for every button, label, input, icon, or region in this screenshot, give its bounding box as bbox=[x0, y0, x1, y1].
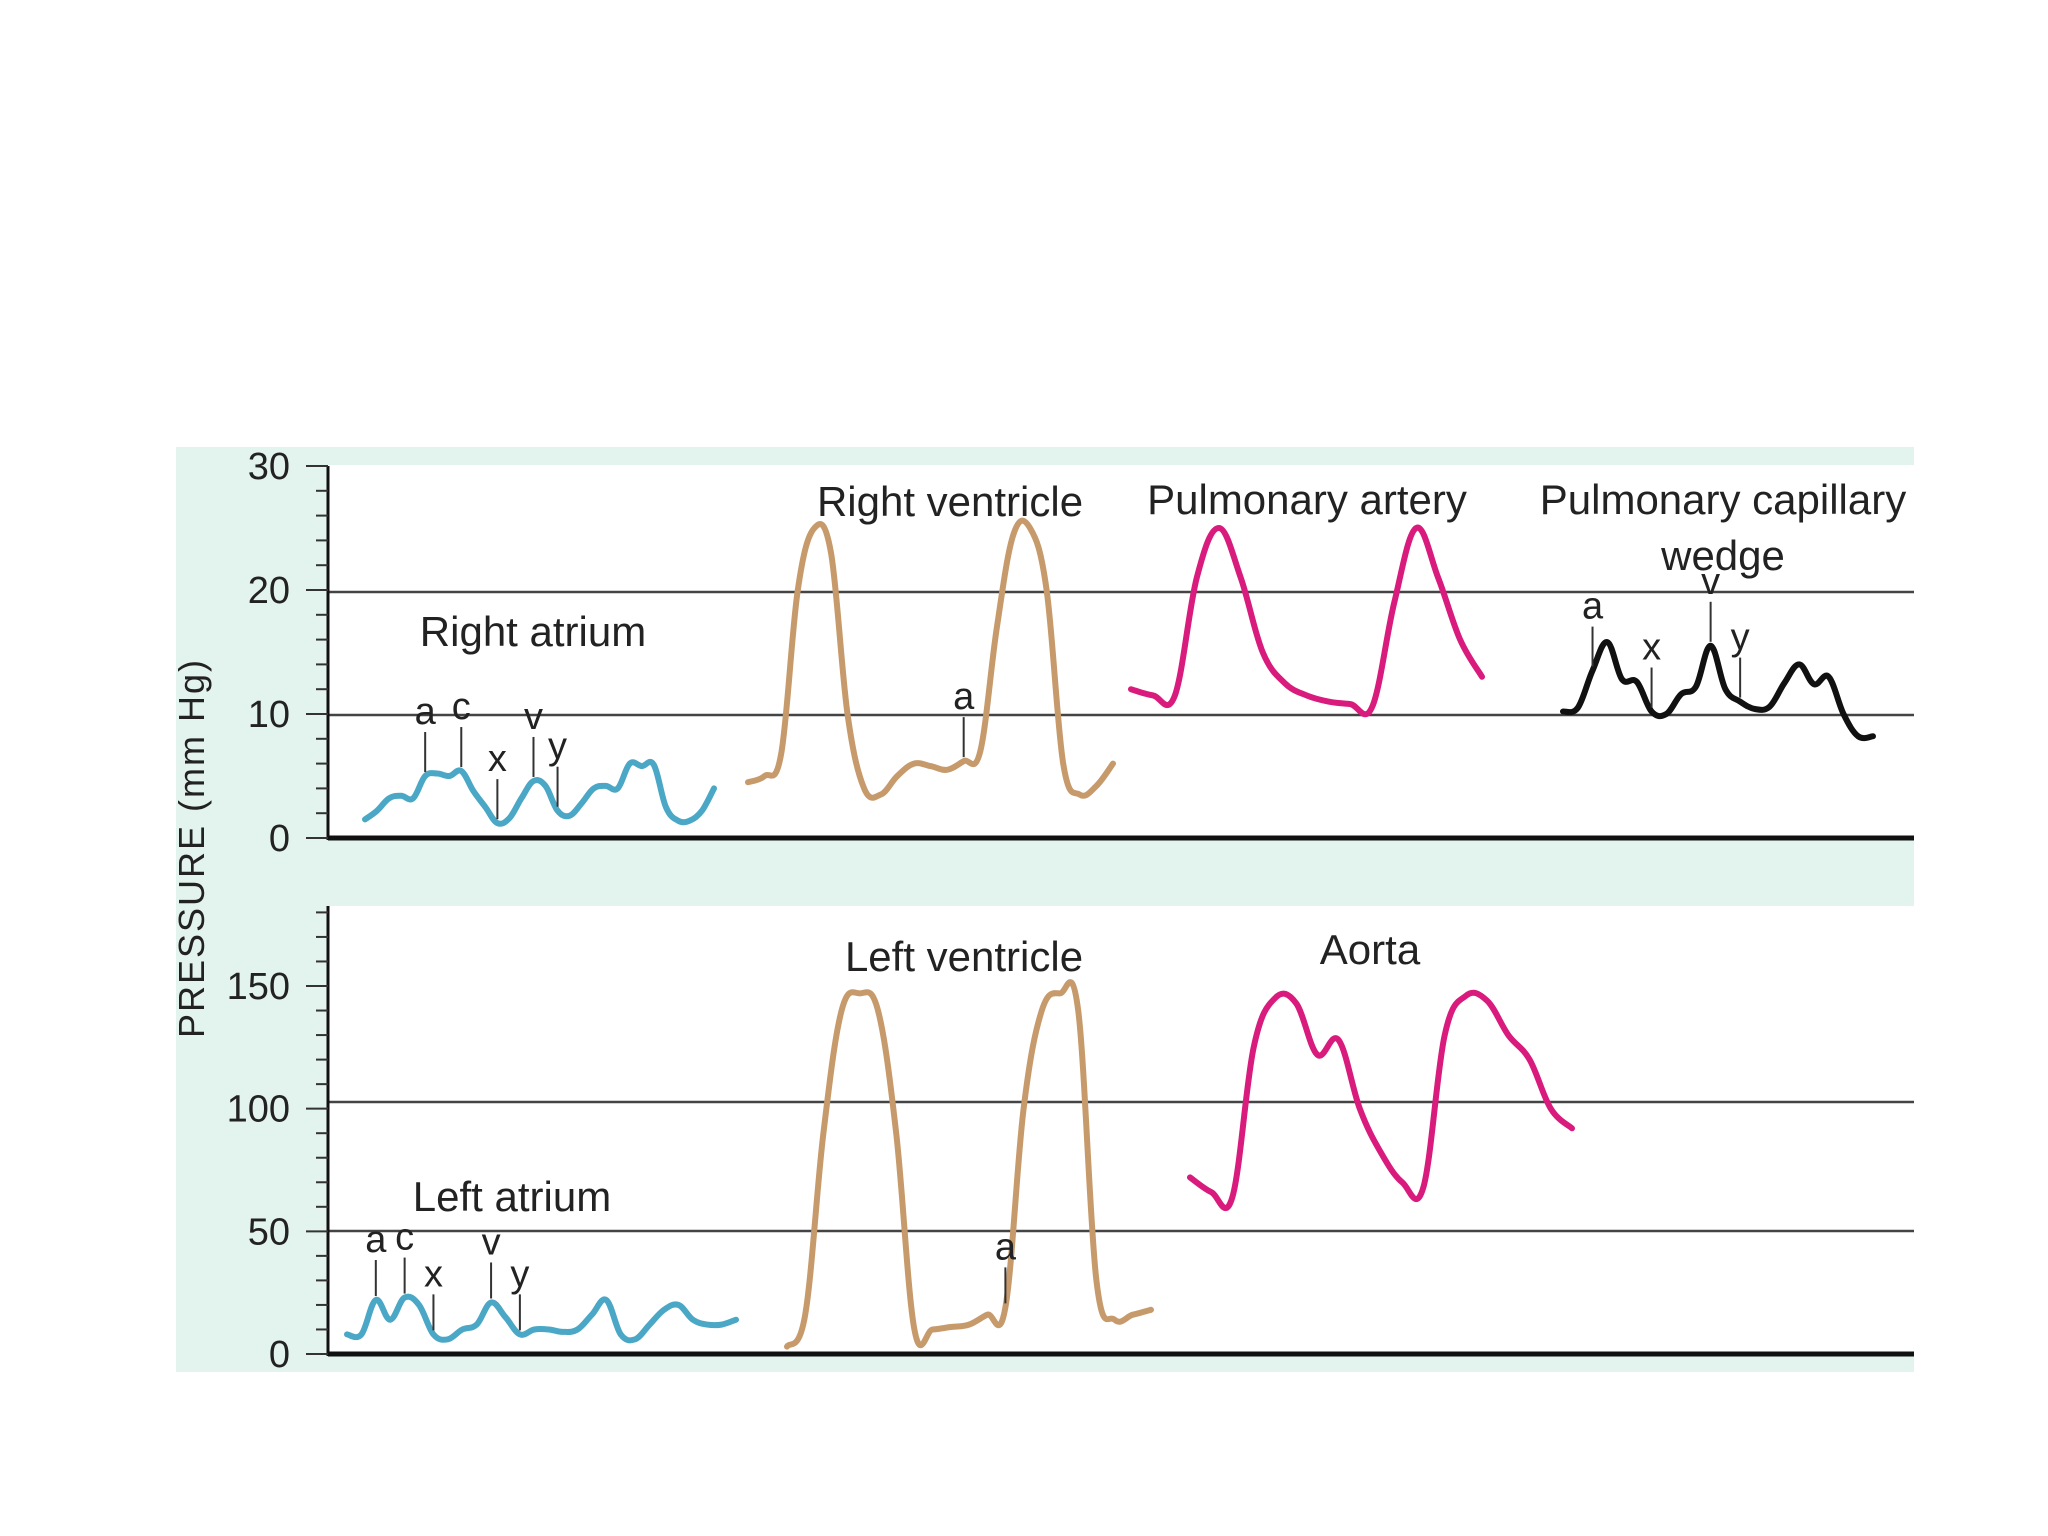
top-label-right-ventricle: Right ventricle bbox=[817, 478, 1083, 525]
top-ytick-label-0: 0 bbox=[269, 818, 290, 860]
top-label-pulmonary-capillary-wedge: Pulmonary capillary wedge bbox=[1540, 476, 1906, 579]
top-ytick-label-30: 30 bbox=[248, 446, 290, 488]
top-pulmonary-capillary-wedge-marker-y-3: y bbox=[1731, 617, 1750, 659]
bottom-label-left-atrium: Left atrium bbox=[413, 1173, 611, 1220]
top-right-atrium-marker-a-0: a bbox=[415, 691, 437, 733]
bottom-ytick-label-150: 150 bbox=[227, 966, 290, 1008]
top-label-right-atrium: Right atrium bbox=[420, 608, 646, 655]
top-right-atrium-marker-c-1: c bbox=[452, 686, 471, 728]
top-plot-area bbox=[328, 465, 1914, 838]
y-axis-title: PRESSURE (mm Hg) bbox=[171, 658, 212, 1038]
bottom-trace-left-atrium bbox=[344, 1293, 739, 1344]
top-trace-right-atrium bbox=[362, 758, 717, 827]
bottom-trace-left-ventricle bbox=[784, 979, 1154, 1350]
top-trace-right-ventricle bbox=[745, 517, 1116, 801]
top-ytick-label-20: 20 bbox=[248, 570, 290, 612]
bottom-left-atrium-marker-a-0: a bbox=[365, 1219, 387, 1261]
bottom-label-left-ventricle: Left ventricle bbox=[845, 933, 1083, 980]
top-trace-pulmonary-capillary-wedge bbox=[1560, 639, 1876, 742]
top-right-atrium-marker-v-3: v bbox=[524, 696, 543, 738]
bottom-ytick-label-50: 50 bbox=[248, 1211, 290, 1253]
top-ytick-label-10: 10 bbox=[248, 694, 290, 736]
bottom-left-ventricle-marker-a-0: a bbox=[995, 1226, 1017, 1268]
top-right-atrium-marker-x-2: x bbox=[488, 738, 507, 780]
bottom-left-atrium-marker-y-4: y bbox=[510, 1253, 529, 1295]
top-right-atrium-marker-y-4: y bbox=[548, 726, 567, 768]
top-right-ventricle-marker-a-0: a bbox=[953, 676, 975, 718]
bottom-label-aorta: Aorta bbox=[1320, 926, 1421, 973]
top-pulmonary-capillary-wedge-marker-a-0: a bbox=[1582, 586, 1604, 628]
bottom-left-atrium-marker-c-1: c bbox=[395, 1217, 414, 1259]
bottom-ytick-label-100: 100 bbox=[227, 1089, 290, 1131]
top-label-pulmonary-artery: Pulmonary artery bbox=[1147, 476, 1467, 523]
bottom-left-atrium-marker-x-2: x bbox=[424, 1253, 443, 1295]
top-pulmonary-capillary-wedge-marker-x-1: x bbox=[1642, 627, 1661, 669]
bottom-plot-area bbox=[328, 906, 1914, 1354]
bottom-left-atrium-marker-v-3: v bbox=[482, 1221, 501, 1263]
top-trace-pulmonary-artery bbox=[1128, 524, 1485, 718]
top-pulmonary-capillary-wedge-marker-v-2: v bbox=[1701, 561, 1720, 603]
bottom-trace-aorta bbox=[1187, 989, 1575, 1211]
bottom-ytick-label-0: 0 bbox=[269, 1334, 290, 1376]
